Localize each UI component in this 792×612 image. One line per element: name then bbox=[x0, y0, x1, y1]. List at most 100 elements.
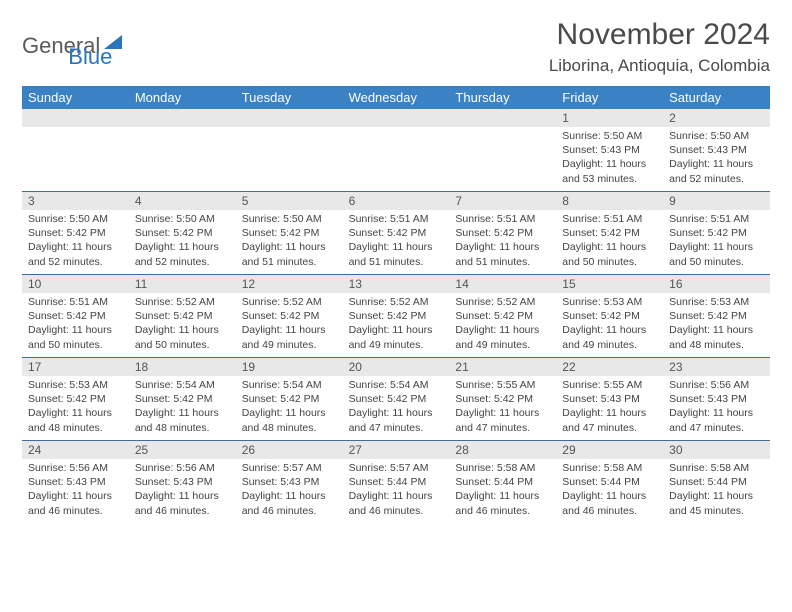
day-details: Sunrise: 5:50 AMSunset: 5:42 PMDaylight:… bbox=[129, 210, 236, 273]
day-detail-line: and 48 minutes. bbox=[28, 421, 123, 435]
day-number: 29 bbox=[556, 441, 663, 459]
day-detail-line: Sunset: 5:42 PM bbox=[455, 309, 550, 323]
day-detail-line: and 52 minutes. bbox=[135, 255, 230, 269]
week-row: 17Sunrise: 5:53 AMSunset: 5:42 PMDayligh… bbox=[22, 358, 770, 441]
day-cell: 19Sunrise: 5:54 AMSunset: 5:42 PMDayligh… bbox=[236, 358, 343, 440]
day-number: 3 bbox=[22, 192, 129, 210]
day-detail-line: Sunrise: 5:51 AM bbox=[28, 295, 123, 309]
day-detail-line: Sunrise: 5:58 AM bbox=[669, 461, 764, 475]
day-details: Sunrise: 5:57 AMSunset: 5:43 PMDaylight:… bbox=[236, 459, 343, 522]
day-number: 4 bbox=[129, 192, 236, 210]
day-detail-line: Sunrise: 5:57 AM bbox=[242, 461, 337, 475]
day-detail-line: Daylight: 11 hours bbox=[349, 489, 444, 503]
day-detail-line: Sunset: 5:43 PM bbox=[669, 143, 764, 157]
day-detail-line: Sunset: 5:42 PM bbox=[562, 309, 657, 323]
weekday-header: Sunday bbox=[22, 86, 129, 109]
day-detail-line: Sunset: 5:42 PM bbox=[135, 392, 230, 406]
day-details bbox=[22, 127, 129, 133]
day-number: 9 bbox=[663, 192, 770, 210]
day-details: Sunrise: 5:50 AMSunset: 5:42 PMDaylight:… bbox=[22, 210, 129, 273]
day-details: Sunrise: 5:52 AMSunset: 5:42 PMDaylight:… bbox=[129, 293, 236, 356]
day-number: 12 bbox=[236, 275, 343, 293]
day-cell: 5Sunrise: 5:50 AMSunset: 5:42 PMDaylight… bbox=[236, 192, 343, 274]
day-number: 25 bbox=[129, 441, 236, 459]
title-block: November 2024 Liborina, Antioquia, Colom… bbox=[549, 18, 770, 76]
day-number bbox=[236, 109, 343, 127]
day-detail-line: Sunset: 5:44 PM bbox=[669, 475, 764, 489]
week-row: 1Sunrise: 5:50 AMSunset: 5:43 PMDaylight… bbox=[22, 109, 770, 192]
day-detail-line: Daylight: 11 hours bbox=[242, 240, 337, 254]
day-cell: 2Sunrise: 5:50 AMSunset: 5:43 PMDaylight… bbox=[663, 109, 770, 191]
day-detail-line: Sunrise: 5:50 AM bbox=[135, 212, 230, 226]
day-number: 8 bbox=[556, 192, 663, 210]
day-detail-line: and 46 minutes. bbox=[562, 504, 657, 518]
day-detail-line: Sunrise: 5:53 AM bbox=[669, 295, 764, 309]
day-detail-line: Sunrise: 5:54 AM bbox=[349, 378, 444, 392]
day-detail-line: Daylight: 11 hours bbox=[349, 406, 444, 420]
day-number: 17 bbox=[22, 358, 129, 376]
day-detail-line: Sunrise: 5:56 AM bbox=[135, 461, 230, 475]
day-detail-line: Sunset: 5:42 PM bbox=[562, 226, 657, 240]
day-details: Sunrise: 5:52 AMSunset: 5:42 PMDaylight:… bbox=[449, 293, 556, 356]
day-details: Sunrise: 5:54 AMSunset: 5:42 PMDaylight:… bbox=[129, 376, 236, 439]
day-cell: 29Sunrise: 5:58 AMSunset: 5:44 PMDayligh… bbox=[556, 441, 663, 523]
day-number: 2 bbox=[663, 109, 770, 127]
day-detail-line: Daylight: 11 hours bbox=[562, 323, 657, 337]
day-details: Sunrise: 5:58 AMSunset: 5:44 PMDaylight:… bbox=[449, 459, 556, 522]
day-detail-line: Sunrise: 5:54 AM bbox=[242, 378, 337, 392]
day-detail-line: Daylight: 11 hours bbox=[135, 406, 230, 420]
day-cell: 3Sunrise: 5:50 AMSunset: 5:42 PMDaylight… bbox=[22, 192, 129, 274]
day-detail-line: Sunset: 5:43 PM bbox=[135, 475, 230, 489]
day-detail-line: Sunset: 5:42 PM bbox=[455, 392, 550, 406]
day-details: Sunrise: 5:51 AMSunset: 5:42 PMDaylight:… bbox=[663, 210, 770, 273]
day-cell: 1Sunrise: 5:50 AMSunset: 5:43 PMDaylight… bbox=[556, 109, 663, 191]
day-detail-line: Daylight: 11 hours bbox=[669, 240, 764, 254]
day-detail-line: Sunset: 5:42 PM bbox=[242, 309, 337, 323]
day-detail-line: Sunrise: 5:51 AM bbox=[562, 212, 657, 226]
day-details bbox=[236, 127, 343, 133]
day-detail-line: Sunrise: 5:58 AM bbox=[562, 461, 657, 475]
day-details: Sunrise: 5:53 AMSunset: 5:42 PMDaylight:… bbox=[22, 376, 129, 439]
day-detail-line: and 51 minutes. bbox=[242, 255, 337, 269]
day-number: 5 bbox=[236, 192, 343, 210]
day-detail-line: and 53 minutes. bbox=[562, 172, 657, 186]
day-number: 1 bbox=[556, 109, 663, 127]
week-row: 24Sunrise: 5:56 AMSunset: 5:43 PMDayligh… bbox=[22, 441, 770, 523]
day-number bbox=[22, 109, 129, 127]
day-number: 20 bbox=[343, 358, 450, 376]
day-detail-line: Daylight: 11 hours bbox=[455, 406, 550, 420]
day-number: 10 bbox=[22, 275, 129, 293]
day-detail-line: and 51 minutes. bbox=[455, 255, 550, 269]
day-cell: 22Sunrise: 5:55 AMSunset: 5:43 PMDayligh… bbox=[556, 358, 663, 440]
day-detail-line: Sunset: 5:43 PM bbox=[242, 475, 337, 489]
day-number: 7 bbox=[449, 192, 556, 210]
day-number: 28 bbox=[449, 441, 556, 459]
day-detail-line: and 47 minutes. bbox=[669, 421, 764, 435]
day-detail-line: and 46 minutes. bbox=[455, 504, 550, 518]
day-detail-line: and 48 minutes. bbox=[135, 421, 230, 435]
day-cell: 4Sunrise: 5:50 AMSunset: 5:42 PMDaylight… bbox=[129, 192, 236, 274]
day-details: Sunrise: 5:50 AMSunset: 5:43 PMDaylight:… bbox=[556, 127, 663, 190]
day-cell bbox=[449, 109, 556, 191]
day-details: Sunrise: 5:53 AMSunset: 5:42 PMDaylight:… bbox=[556, 293, 663, 356]
day-detail-line: Daylight: 11 hours bbox=[455, 240, 550, 254]
day-details: Sunrise: 5:55 AMSunset: 5:43 PMDaylight:… bbox=[556, 376, 663, 439]
day-detail-line: Sunrise: 5:52 AM bbox=[135, 295, 230, 309]
day-cell bbox=[236, 109, 343, 191]
day-detail-line: Sunrise: 5:50 AM bbox=[669, 129, 764, 143]
day-cell: 27Sunrise: 5:57 AMSunset: 5:44 PMDayligh… bbox=[343, 441, 450, 523]
day-detail-line: and 46 minutes. bbox=[242, 504, 337, 518]
day-details: Sunrise: 5:58 AMSunset: 5:44 PMDaylight:… bbox=[663, 459, 770, 522]
day-number: 14 bbox=[449, 275, 556, 293]
day-detail-line: and 50 minutes. bbox=[562, 255, 657, 269]
day-detail-line: Daylight: 11 hours bbox=[135, 489, 230, 503]
day-detail-line: and 46 minutes. bbox=[349, 504, 444, 518]
day-cell: 13Sunrise: 5:52 AMSunset: 5:42 PMDayligh… bbox=[343, 275, 450, 357]
day-detail-line: Daylight: 11 hours bbox=[562, 157, 657, 171]
day-detail-line: Sunset: 5:44 PM bbox=[455, 475, 550, 489]
day-detail-line: Daylight: 11 hours bbox=[28, 323, 123, 337]
location: Liborina, Antioquia, Colombia bbox=[549, 56, 770, 76]
logo: General Blue bbox=[22, 18, 112, 70]
day-details bbox=[449, 127, 556, 133]
day-detail-line: and 49 minutes. bbox=[562, 338, 657, 352]
